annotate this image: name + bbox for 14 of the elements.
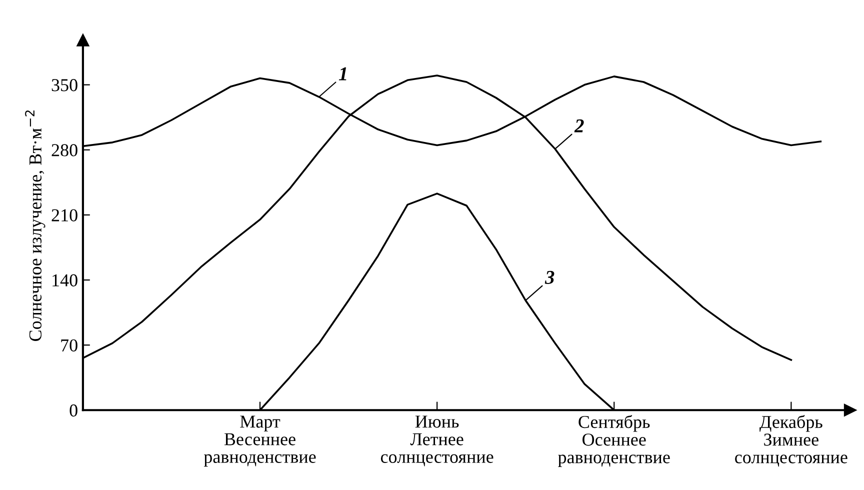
y-tick-label: 0: [70, 404, 78, 417]
y-tick-label: 280: [52, 144, 78, 156]
y-axis-title: Солнечное излучение, Вт·м$^{−2}$: [25, 110, 46, 341]
x-tick-label: Декабрь Зимнее солнцестояние: [735, 414, 848, 467]
x-tick-label: Сентябрь Осеннее равноденствие: [558, 414, 670, 468]
y-tick-label: 350: [52, 79, 78, 92]
x-tick-label: Март Весеннее равноденствие: [204, 416, 316, 467]
series-label: 3: [544, 270, 554, 284]
series-label: 2: [574, 119, 584, 132]
series-label: 1: [338, 67, 346, 80]
y-tick-label: 70: [61, 339, 78, 352]
x-tick-label: Июнь Летнее солнцестояние: [380, 416, 494, 466]
y-tick-label: 140: [52, 274, 78, 286]
y-tick-label: 210: [52, 209, 78, 222]
